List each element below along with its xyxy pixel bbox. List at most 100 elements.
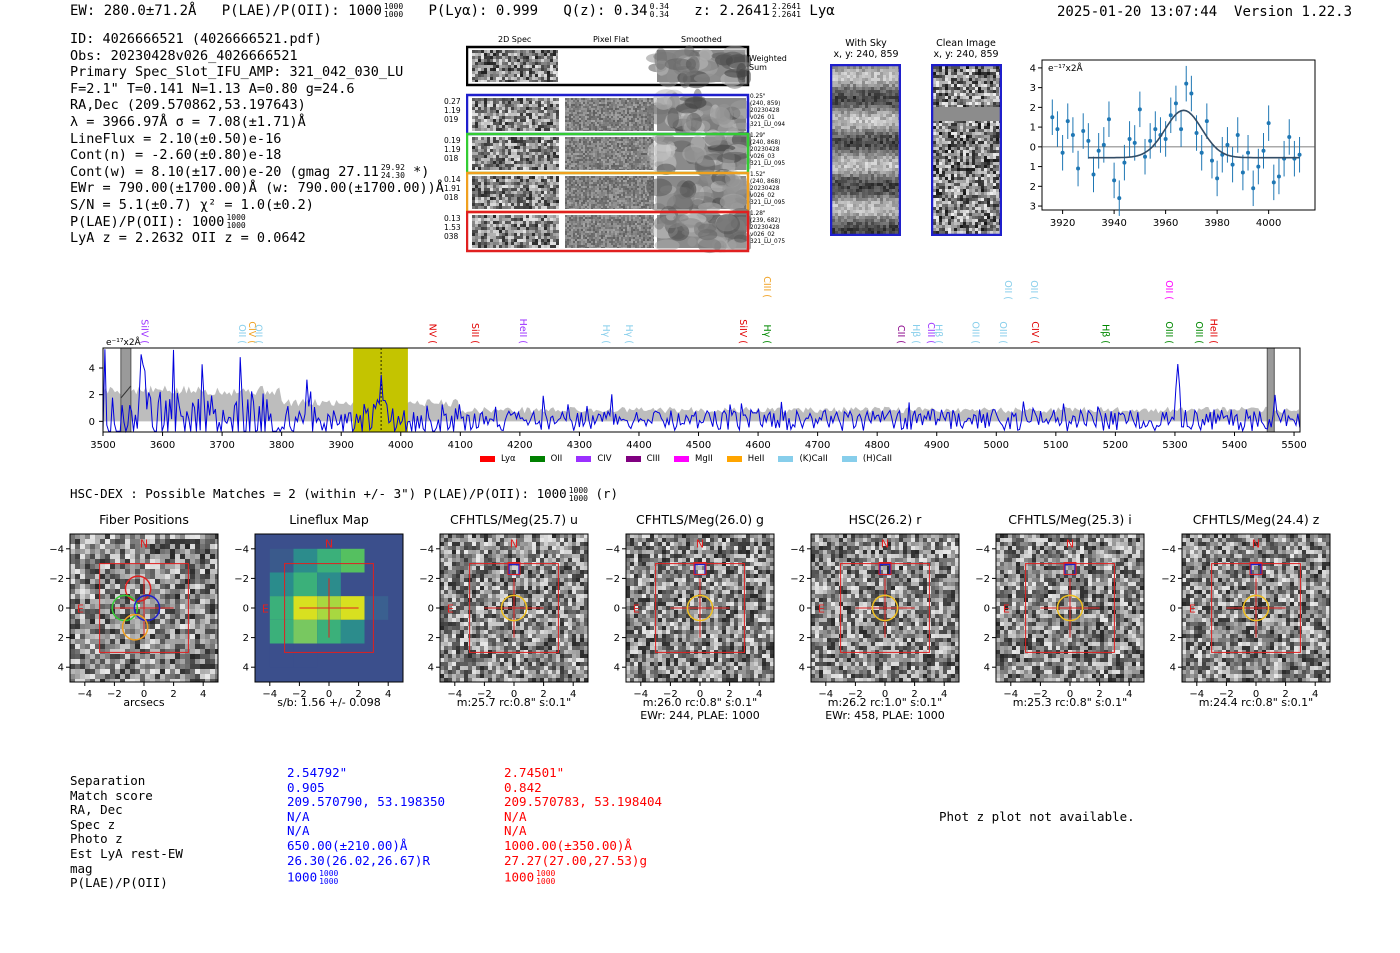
catalog-value: 0.842 <box>504 779 542 795</box>
spectrum-xtick-label: 4700 <box>805 440 830 451</box>
stamp-caption-5: m:25.3 rc:0.8" s:0.1" <box>1012 696 1128 709</box>
stamp-title-3: CFHTLS/Meg(26.0) g <box>636 512 764 527</box>
zoom-xtick-label: 3980 <box>1204 218 1229 229</box>
north-label: N <box>1066 537 1074 550</box>
legend-label: Lyα <box>501 454 516 464</box>
east-label: E <box>633 602 640 615</box>
clean-pixels <box>933 66 1000 234</box>
stamp-image-6: N E −4 4 −2 2 0 0 2 −2 4 −4 <box>1161 533 1331 700</box>
stamp-xtick-label: 4 <box>1312 689 1318 700</box>
spectrum-xtick-label: 3700 <box>209 440 234 451</box>
spectrum-line-label: SiII ( <box>469 323 480 344</box>
stamp-xtick-label: 0 <box>1253 689 1259 700</box>
legend-label: MgII <box>695 454 713 464</box>
lineflux-cell <box>269 572 294 597</box>
spectrum-unit-label: e⁻¹⁷x2Å <box>106 336 142 348</box>
spectrum-xtick-label: 5100 <box>1043 440 1068 451</box>
cutout-row-frame-3 <box>466 210 750 253</box>
info-plae: P(LAE)/P(OII): 1000 1000 1000 <box>70 212 246 230</box>
imaging-stamps: Fiber Positions N E −4 4 −2 2 0 0 2 −2 4 −4 arcsecs Li… <box>0 510 1400 730</box>
detection-circle <box>871 594 899 622</box>
lineflux-cell <box>317 548 341 573</box>
zoom-data-point <box>1266 121 1271 126</box>
spectrum-line-label: Hβ ( <box>933 324 944 344</box>
with-sky-image <box>830 64 901 236</box>
cutout-smoothed-0 <box>646 88 751 141</box>
stamp-ytick-label: 4 <box>428 663 434 674</box>
legend-swatch <box>778 456 794 462</box>
catalog-value: N/A <box>287 808 310 824</box>
cutout-2dspec-1 <box>472 137 559 170</box>
stamp-ytick-label: 4 <box>243 663 249 674</box>
zoom-data-point <box>1065 119 1070 124</box>
zoom-data-point <box>1143 154 1148 159</box>
stamp-xtick-label: 4 <box>385 689 391 700</box>
stamp-xtick-label: −4 <box>447 689 462 700</box>
stamp-ytick-label: −2 <box>975 574 990 585</box>
line-fit-plot: 4 3 2 1 0 −1 −2 −3 3920 3940 3960 3980 4000 e⁻¹⁷x2Å <box>1030 59 1316 229</box>
zoom-data-point <box>1246 150 1251 155</box>
stamp-ytick-label: 0 <box>984 604 990 615</box>
stamp-title-2: CFHTLS/Meg(25.7) u <box>450 512 578 527</box>
spectrum-line-label: HeII ( <box>517 319 528 344</box>
fiber-circle-red <box>124 575 152 603</box>
cutout-images <box>466 45 751 254</box>
spectrum-line-label: Hβ ( <box>1099 324 1110 344</box>
spectrum-xtick-label: 4000 <box>388 440 413 451</box>
catalog-label: Separation <box>70 773 146 788</box>
match-marker-red <box>507 562 521 576</box>
zoom-data-point <box>1137 107 1142 112</box>
zoom-data-point <box>1209 158 1214 163</box>
zoom-gaussian-fit <box>1088 109 1300 159</box>
stamp-xtick-label: 0 <box>326 689 332 700</box>
spectrum-line-label: Hγ ( <box>623 325 634 345</box>
clean-image <box>931 64 1002 236</box>
stamp-xtick-label: 0 <box>882 689 888 700</box>
stamp-pixels-0 <box>70 534 218 682</box>
stamp-ytick-label: 2 <box>58 633 64 644</box>
stamp-pixels-4 <box>811 534 959 682</box>
zoom-ytick-label: −2 <box>1030 182 1036 193</box>
zoom-data-point <box>1168 113 1173 118</box>
catalog-value: 27.27(27.00,27.53)g <box>504 852 647 868</box>
spectrum-line-label: CIV ( <box>246 321 257 344</box>
spectrum-xtick-label: 5000 <box>984 440 1009 451</box>
catalog-value: 26.30(26.02,26.67)R <box>287 852 430 868</box>
lineflux-cell <box>364 596 389 620</box>
stamp-xtick-label: 4 <box>1126 689 1132 700</box>
zoom-data-point <box>1235 133 1240 137</box>
stamp-ytick-label: −2 <box>1161 574 1176 585</box>
stamp-caption-1: s/b: 1.56 +/- 0.098 <box>277 696 381 709</box>
with-sky-title: With Sky x, y: 240, 859 <box>833 38 899 60</box>
lineflux-cell <box>269 643 294 668</box>
stamp-ytick-label: 4 <box>614 663 620 674</box>
header-z-line: Lyα <box>809 3 835 19</box>
spectrum-line-label: OIII ( <box>997 321 1008 344</box>
catalog-match2: 2.74501" 0.842 209.570783, 53.198404 N/A N/A… <box>504 765 662 887</box>
catalog-value: 650.00(±210.00)Å <box>287 837 408 853</box>
spectrum-line-label: SiIV ( <box>737 319 748 344</box>
fiber-circle-orange <box>121 613 149 641</box>
catalog-value: 0.905 <box>287 779 325 795</box>
info-sn: S/N = 5.1(±0.7) χ² = 1.0(±0.2) <box>70 196 314 213</box>
weighted-sum-smoothed <box>646 45 751 89</box>
legend-label: CIII <box>646 454 661 464</box>
stamp-ytick-label: 2 <box>799 633 805 644</box>
aperture-box <box>99 563 189 653</box>
legend-label: HeII <box>747 454 765 464</box>
legend-item: OII <box>529 454 562 464</box>
lineflux-cell <box>340 619 365 644</box>
lineflux-cell <box>269 619 294 644</box>
catalog-value: 1000 1000 1000 <box>504 869 556 887</box>
fiber-circle-blue <box>133 594 161 622</box>
spectrum-line-label: CIV ( <box>1029 321 1040 344</box>
stamp-image-1: N E −4 4 −2 2 0 0 2 −2 4 −4 <box>234 533 404 700</box>
stamp-ytick-label: 0 <box>58 604 64 615</box>
header-plae-frac: 1000 1000 <box>383 2 404 19</box>
legend-item: (K)CaII <box>778 454 828 464</box>
catalog-labels: Separation Match score RA, Dec Spec z Photo … <box>70 773 183 891</box>
stamp-ytick-label: 0 <box>1170 604 1176 615</box>
stamp-ytick-label: −4 <box>975 544 990 555</box>
stamp-xtick-label: −4 <box>77 689 92 700</box>
lineflux-cell <box>269 596 294 620</box>
